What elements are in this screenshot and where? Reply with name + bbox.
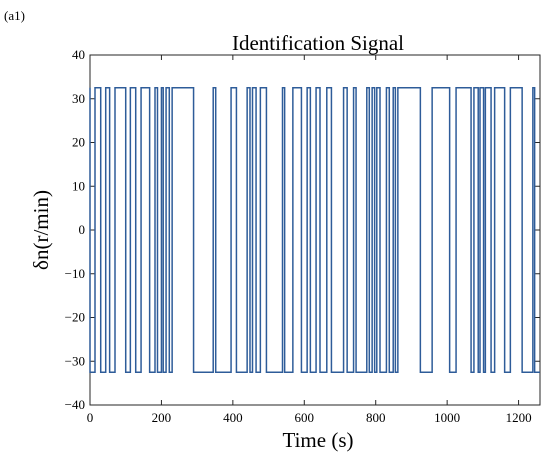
panel-label: (a1) xyxy=(4,8,25,23)
chart-title: Identification Signal xyxy=(232,31,404,55)
y-tick-label: 10 xyxy=(72,178,85,193)
x-tick-label: 600 xyxy=(295,410,315,425)
x-tick-label: 1200 xyxy=(506,410,532,425)
series-layer xyxy=(89,87,540,373)
y-tick-label: −30 xyxy=(65,353,85,368)
signal-series-line xyxy=(89,87,540,373)
y-tick-label: 40 xyxy=(72,47,85,62)
y-tick-label: 20 xyxy=(72,135,85,150)
x-tick-label: 200 xyxy=(152,410,172,425)
x-tick-label: 800 xyxy=(366,410,386,425)
x-axis-label: Time (s) xyxy=(283,428,354,452)
y-axis-label: δn(r/min) xyxy=(29,190,53,270)
x-tick-label: 400 xyxy=(223,410,243,425)
y-tick-label: 0 xyxy=(79,222,86,237)
y-tick-label: −40 xyxy=(65,397,85,412)
x-tick-label: 0 xyxy=(87,410,94,425)
y-axis: 40 30 20 10 0 −10 −20 −30 −40 xyxy=(65,47,540,412)
x-tick-label: 1000 xyxy=(434,410,460,425)
y-tick-label: 30 xyxy=(72,91,85,106)
y-tick-label: −10 xyxy=(65,266,85,281)
y-tick-label: −20 xyxy=(65,310,85,325)
x-axis: 0 200 400 600 800 1000 1200 xyxy=(87,55,532,425)
